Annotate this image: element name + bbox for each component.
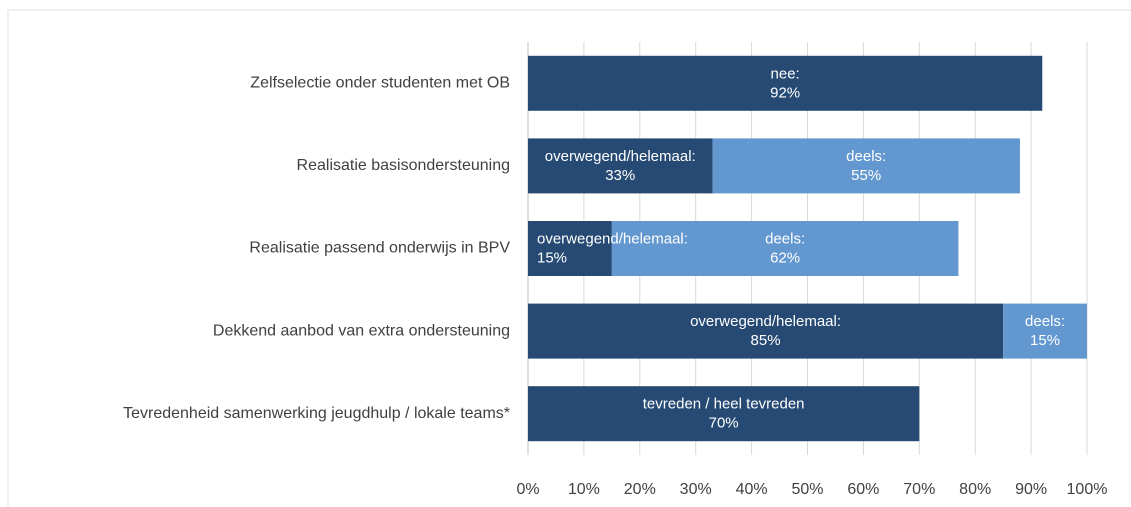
x-tick-label: 80% (959, 481, 991, 498)
segment-name: nee: (771, 65, 800, 82)
x-tick-label: 70% (903, 481, 935, 498)
segment-name: overwegend/helemaal: (545, 148, 696, 165)
segment-name: overwegend/helemaal: (537, 230, 688, 247)
category-label: Dekkend aanbod van extra ondersteuning (213, 322, 510, 339)
value-label: 62% (770, 249, 800, 266)
bar-segment (528, 221, 612, 276)
x-tick-label: 100% (1067, 481, 1108, 498)
value-label: 92% (770, 84, 800, 101)
x-tick-label: 0% (516, 481, 539, 498)
x-tick-label: 60% (847, 481, 879, 498)
category-label: Realisatie passend onderwijs in BPV (249, 240, 510, 257)
value-label: 85% (751, 332, 781, 349)
bar-segment (528, 386, 920, 442)
x-tick-label: 30% (680, 481, 712, 498)
category-label: Tevredenheid samenwerking jeugdhulp / lo… (123, 405, 510, 422)
value-label: 55% (851, 167, 881, 184)
segment-name: tevreden / heel tevreden (643, 396, 805, 413)
segment-name: deels: (1025, 313, 1065, 330)
x-tick-label: 90% (1015, 481, 1047, 498)
bar-segment (611, 221, 959, 276)
bar-segment (528, 303, 1004, 359)
value-label: 15% (1030, 332, 1060, 349)
bar-segment (712, 138, 1020, 194)
segment-name: deels: (846, 148, 886, 165)
category-label: Realisatie basisondersteuning (297, 157, 510, 174)
category-label: Zelfselectie onder studenten met OB (250, 75, 510, 92)
x-tick-label: 50% (791, 481, 823, 498)
segment-name: deels: (765, 230, 805, 247)
x-tick-label: 20% (624, 481, 656, 498)
bar-segment (528, 138, 713, 194)
segment-name: overwegend/helemaal: (690, 313, 841, 330)
x-tick-label: 40% (736, 481, 768, 498)
value-label: 15% (537, 249, 567, 266)
bar-segment (528, 55, 1043, 111)
value-label: 33% (605, 167, 635, 184)
bar-segment (1003, 303, 1087, 359)
value-label: 70% (709, 415, 739, 432)
x-tick-label: 10% (568, 481, 600, 498)
